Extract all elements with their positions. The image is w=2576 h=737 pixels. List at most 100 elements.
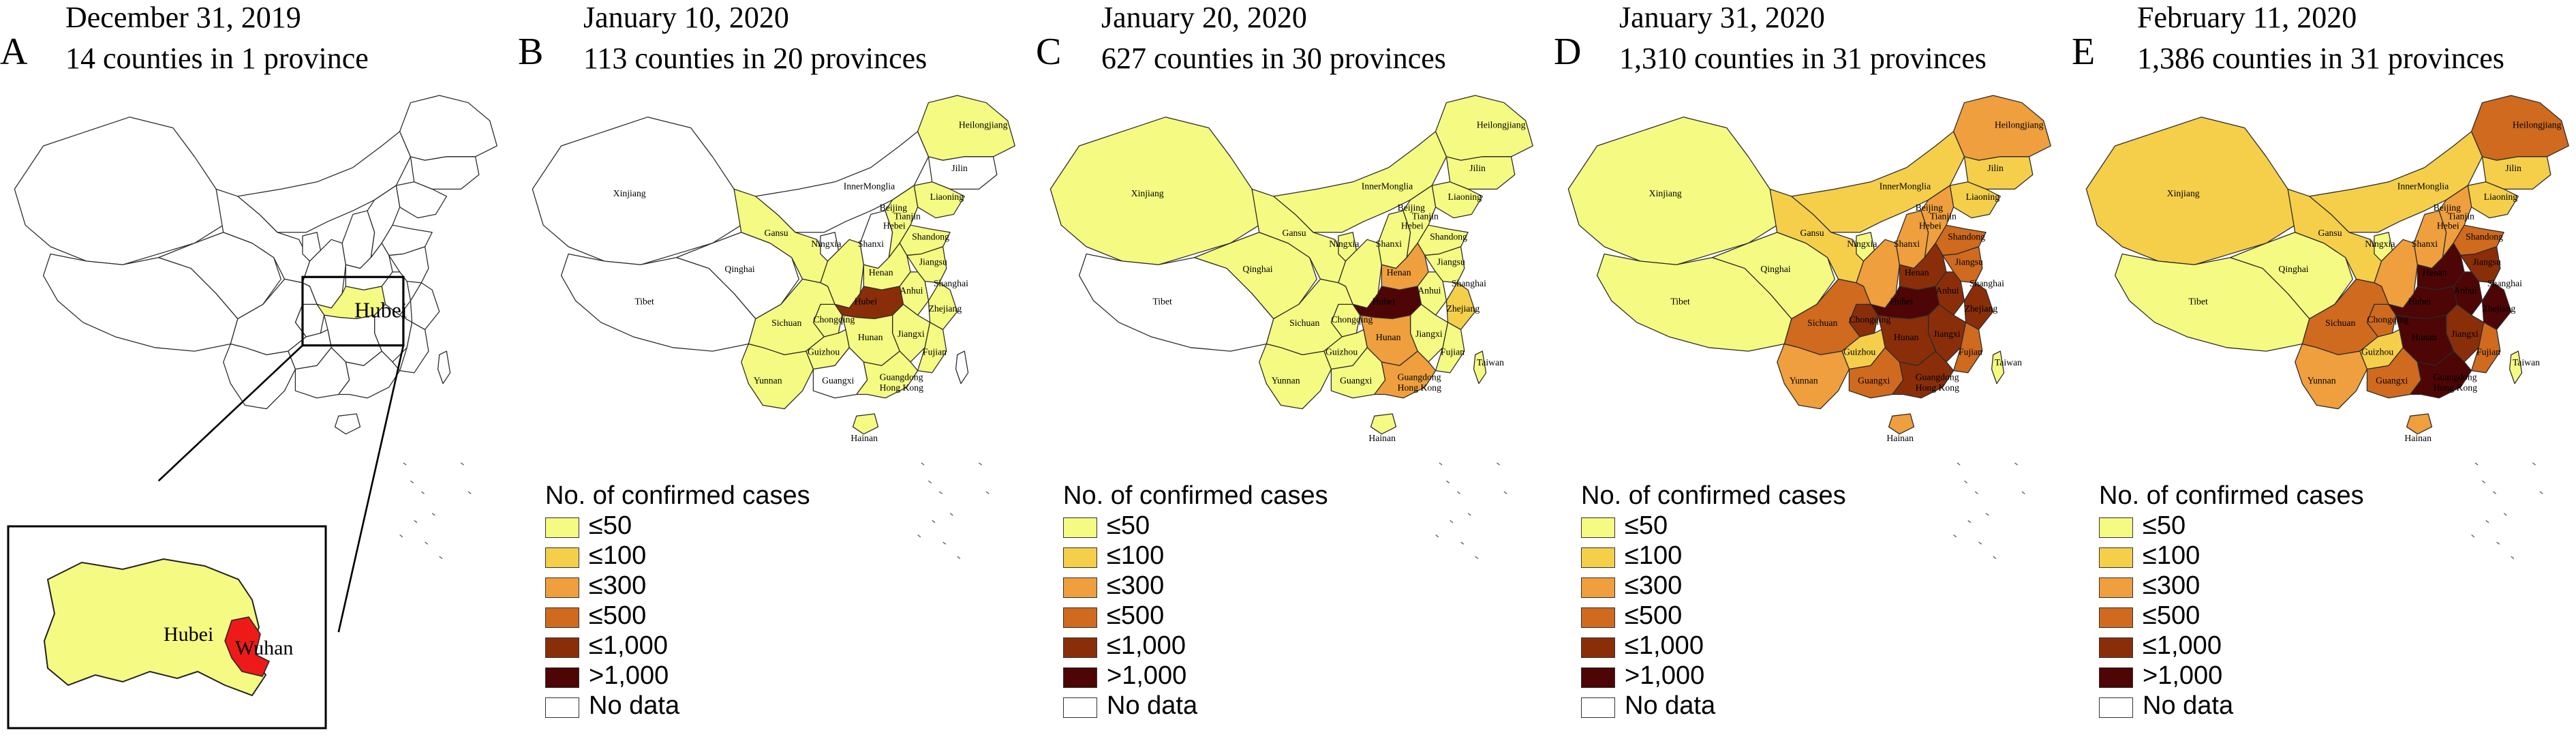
province-yunnan <box>1259 343 1332 410</box>
province-guangdong <box>2410 350 2472 399</box>
map-label-hubei: Hubei <box>2408 296 2432 306</box>
map-label-chongqing: Chongqing <box>1331 314 1373 325</box>
map-label-jiangsu: Jiangsu <box>1437 256 1465 267</box>
legend-label: ≤500 <box>2143 601 2201 630</box>
province-qinghai <box>158 232 281 320</box>
map-label-innermonglia: InnerMonglia <box>1362 181 1413 191</box>
legend-swatch <box>1581 607 1615 628</box>
map-label-hubei: Hubei <box>354 298 408 322</box>
map-label-qinghai: Qinghai <box>2278 264 2308 274</box>
map-label-guizhou: Guizhou <box>2361 346 2393 357</box>
panel-subtitle: 1,310 counties in 31 provinces <box>1619 42 1987 75</box>
map-label-heilongjiang: Heilongjiang <box>959 120 1008 130</box>
map-label-hebei: Hebei <box>2437 220 2459 230</box>
panel-letter: E <box>2072 31 2096 73</box>
map-label-taiwan: Taiwan <box>2513 357 2540 367</box>
map-label-yunnan: Yunnan <box>754 376 782 386</box>
island-mark <box>1957 462 1961 466</box>
legend-item: ≤50 <box>1581 511 1846 541</box>
legend-label: No data <box>589 691 680 720</box>
island-mark <box>2482 480 2486 483</box>
map-label-hainan: Hainan <box>2404 433 2432 443</box>
map-label-jiangxi: Jiangxi <box>1415 329 1443 339</box>
legend-item: ≤100 <box>545 541 810 571</box>
map-label-hongkong: Hong Kong <box>2434 382 2478 393</box>
panel-c: C January 20, 2020 627 counties in 30 prov… <box>1036 0 1540 737</box>
map-label-jiangsu: Jiangsu <box>1955 256 1983 267</box>
legend-label: No data <box>1107 691 1198 720</box>
map-label-ningxia: Ningxia <box>1847 239 1877 249</box>
map-label-hubei: Hubei <box>1373 296 1396 306</box>
legend-item: >1,000 <box>2099 661 2364 691</box>
province-guangdong <box>856 350 919 399</box>
province-hainan <box>852 413 879 435</box>
map-label-hainan: Hainan <box>1368 433 1396 443</box>
legend-item: ≤300 <box>1063 571 1328 601</box>
legend-swatch <box>1581 577 1615 598</box>
map-label-gansu: Gansu <box>1800 228 1824 238</box>
map-label-zhejiang: Zhejiang <box>2482 303 2515 314</box>
legend-item: ≤1,000 <box>1581 631 1846 661</box>
legend-item: ≤300 <box>2099 571 2364 601</box>
map-label-hainan: Hainan <box>1886 433 1914 443</box>
map-label-tibet: Tibet <box>2188 296 2208 306</box>
map-label-hubei: Hubei <box>1890 296 1914 306</box>
map-label-guangxi: Guangxi <box>1340 376 1372 386</box>
map-label-jilin: Jilin <box>951 163 968 173</box>
legend-swatch <box>1581 667 1615 688</box>
legend-label: ≤1,000 <box>2143 631 2222 660</box>
map-label-tianjin: Tianjin <box>894 211 921 222</box>
map-label-jiangxi: Jiangxi <box>2451 329 2479 339</box>
legend-swatch <box>1063 577 1097 598</box>
legend-swatch <box>1063 637 1097 658</box>
province-guangdong <box>1892 350 1954 399</box>
legend: No. of confirmed cases ≤50 ≤100 ≤300 ≤500 ≤1,… <box>545 481 810 721</box>
panel-letter: D <box>1554 31 1582 73</box>
legend-label: >1,000 <box>589 661 669 690</box>
map-label-innermonglia: InnerMonglia <box>844 181 895 191</box>
map-label-hebei: Hebei <box>883 220 906 230</box>
legend-swatch <box>545 697 579 718</box>
map-label-beijing: Beijing <box>1398 202 1426 213</box>
panel-header: A December 31, 2019 14 counties in 1 provi… <box>0 0 518 95</box>
map-label-guangxi: Guangxi <box>2376 376 2408 386</box>
map-label-chongqing: Chongqing <box>2367 314 2408 325</box>
island-mark <box>1460 541 1465 545</box>
map-label-tianjin: Tianjin <box>1930 211 1957 222</box>
legend-label: ≤1,000 <box>589 631 668 660</box>
legend-swatch <box>1063 517 1097 538</box>
map-label-liaoning: Liaoning <box>1448 192 1482 202</box>
legend-item: No data <box>1063 691 1328 721</box>
panel-d: D January 31, 2020 1,310 counties in 31 pr… <box>1554 0 2058 737</box>
map-label-xinjiang: Xinjiang <box>1649 188 1682 198</box>
map-label-gansu: Gansu <box>765 228 788 238</box>
legend-item: ≤300 <box>545 571 810 601</box>
island-mark <box>399 535 403 538</box>
map-label-liaoning: Liaoning <box>1966 192 2000 202</box>
island-mark <box>1993 556 1997 559</box>
island-mark <box>420 491 425 494</box>
map-label-guangdong: Guangdong <box>2434 372 2477 382</box>
province-hainan <box>1370 413 1397 435</box>
legend-label: ≤300 <box>589 571 647 600</box>
map-label-shandong: Shandong <box>1948 231 1985 241</box>
island-mark <box>1467 513 1471 516</box>
map-label-qinghai: Qinghai <box>1242 264 1272 274</box>
legend-label: ≤300 <box>2143 571 2201 600</box>
map-label-liaoning: Liaoning <box>930 192 964 202</box>
legend-swatch <box>1063 697 1097 718</box>
map-label-taiwan: Taiwan <box>1995 357 2022 367</box>
legend-swatch <box>2099 637 2133 658</box>
legend-label: No data <box>2143 691 2234 720</box>
map-label-jilin: Jilin <box>1469 163 1486 173</box>
map-label-shanghai: Shanghai <box>1452 278 1486 288</box>
legend-swatch <box>1063 667 1097 688</box>
legend-swatch <box>1063 547 1097 568</box>
province-taiwan <box>1473 350 1487 385</box>
legend-label: ≤50 <box>589 511 632 540</box>
legend-item: ≤500 <box>1581 601 1846 631</box>
map-label-chongqing: Chongqing <box>813 314 855 325</box>
panel-letter: A <box>0 31 28 73</box>
map-label-heilongjiang: Heilongjiang <box>2513 120 2562 130</box>
map-label-henan: Henan <box>869 267 893 277</box>
